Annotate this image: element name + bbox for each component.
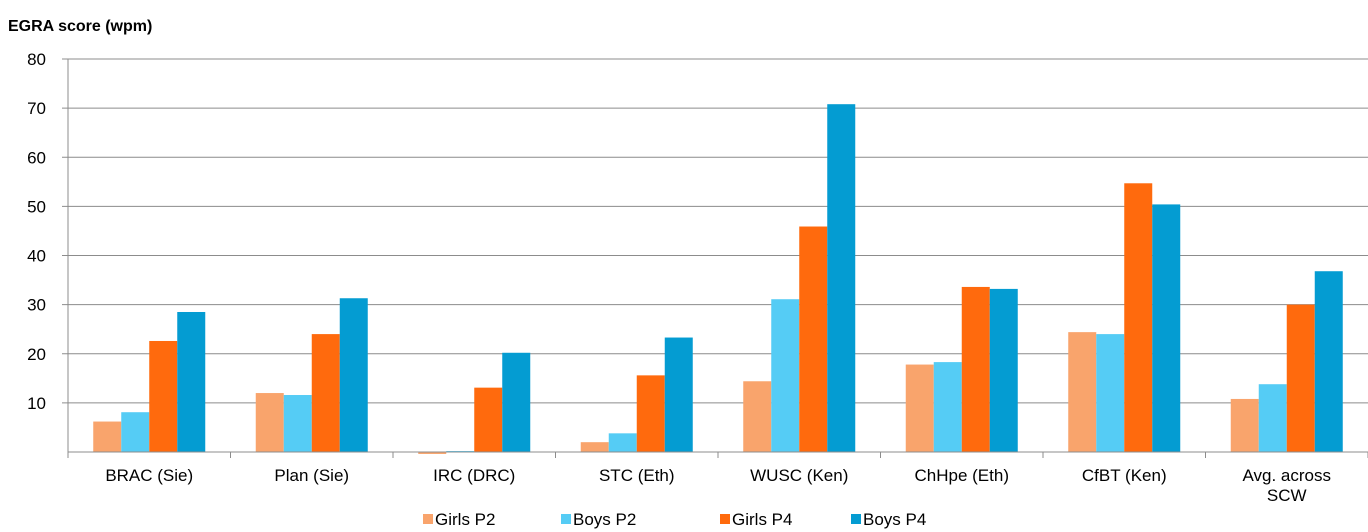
bar-girls-p2 [580,442,609,452]
bar-boys-p4 [1152,204,1181,452]
y-tick-label: 20 [27,345,46,364]
bar-boys-p4 [502,352,531,452]
x-tick-label: STC (Eth) [599,466,675,485]
legend-swatch [561,514,571,524]
bar-girls-p2 [743,381,772,452]
bar-boys-p4 [339,298,368,452]
legend-label: Girls P2 [435,510,495,529]
bar-girls-p2 [1068,332,1097,452]
bar-boys-p2 [933,362,962,452]
y-tick-label: 10 [27,394,46,413]
bar-boys-p2 [771,299,800,452]
x-tick-label: Avg. across [1242,466,1331,485]
x-tick-label: SCW [1267,486,1307,505]
bar-girls-p4 [961,286,990,452]
y-tick-label: 50 [27,197,46,216]
x-tick-label: CfBT (Ken) [1082,466,1167,485]
y-tick-label: 70 [27,99,46,118]
legend: Girls P2 Boys P2 Girls P4 Boys P4 [423,510,926,529]
bar-boys-p2 [1258,384,1287,452]
bar-girls-p4 [636,375,665,452]
chart-title: EGRA score (wpm) [8,18,153,35]
legend-label: Girls P4 [732,510,792,529]
x-tick-label: BRAC (Sie) [105,466,193,485]
bar-girls-p2 [1230,398,1259,452]
x-tick-label: ChHpe (Eth) [915,466,1009,485]
y-tick-label: 60 [27,148,46,167]
bar-boys-p4 [177,311,206,452]
bar-girls-p2 [255,393,284,452]
y-tick-label: 30 [27,296,46,315]
bar-girls-p4 [311,334,340,452]
x-tick-label: WUSC (Ken) [750,466,848,485]
legend-swatch [851,514,861,524]
bars [93,104,1343,454]
bar-girls-p4 [1124,183,1153,452]
bar-girls-p2 [93,421,122,452]
legend-label: Boys P2 [573,510,636,529]
legend-swatch [423,514,433,524]
x-tick-label: Plan (Sie) [274,466,349,485]
x-tick-label: IRC (DRC) [433,466,515,485]
axes: 10 20 30 40 50 60 70 80 BRAC (Sie) Plan (Sie) IRC … [27,50,1368,505]
bar-boys-p4 [1314,271,1343,452]
bar-girls-p2 [905,364,934,452]
y-tick-label: 40 [27,247,46,266]
bar-girls-p2 [418,452,447,454]
bar-boys-p2 [283,395,312,452]
legend-label: Boys P4 [863,510,926,529]
bar-boys-p4 [827,104,856,452]
bar-girls-p4 [799,226,828,452]
bar-girls-p4 [149,340,178,452]
bar-boys-p2 [608,433,637,452]
bar-boys-p4 [989,288,1018,452]
bar-boys-p2 [121,412,150,452]
legend-swatch [720,514,730,524]
bar-girls-p4 [1286,304,1315,452]
y-tick-label: 80 [27,50,46,69]
bar-girls-p4 [474,387,503,452]
bar-boys-p4 [664,337,693,452]
bar-boys-p2 [1096,334,1125,452]
